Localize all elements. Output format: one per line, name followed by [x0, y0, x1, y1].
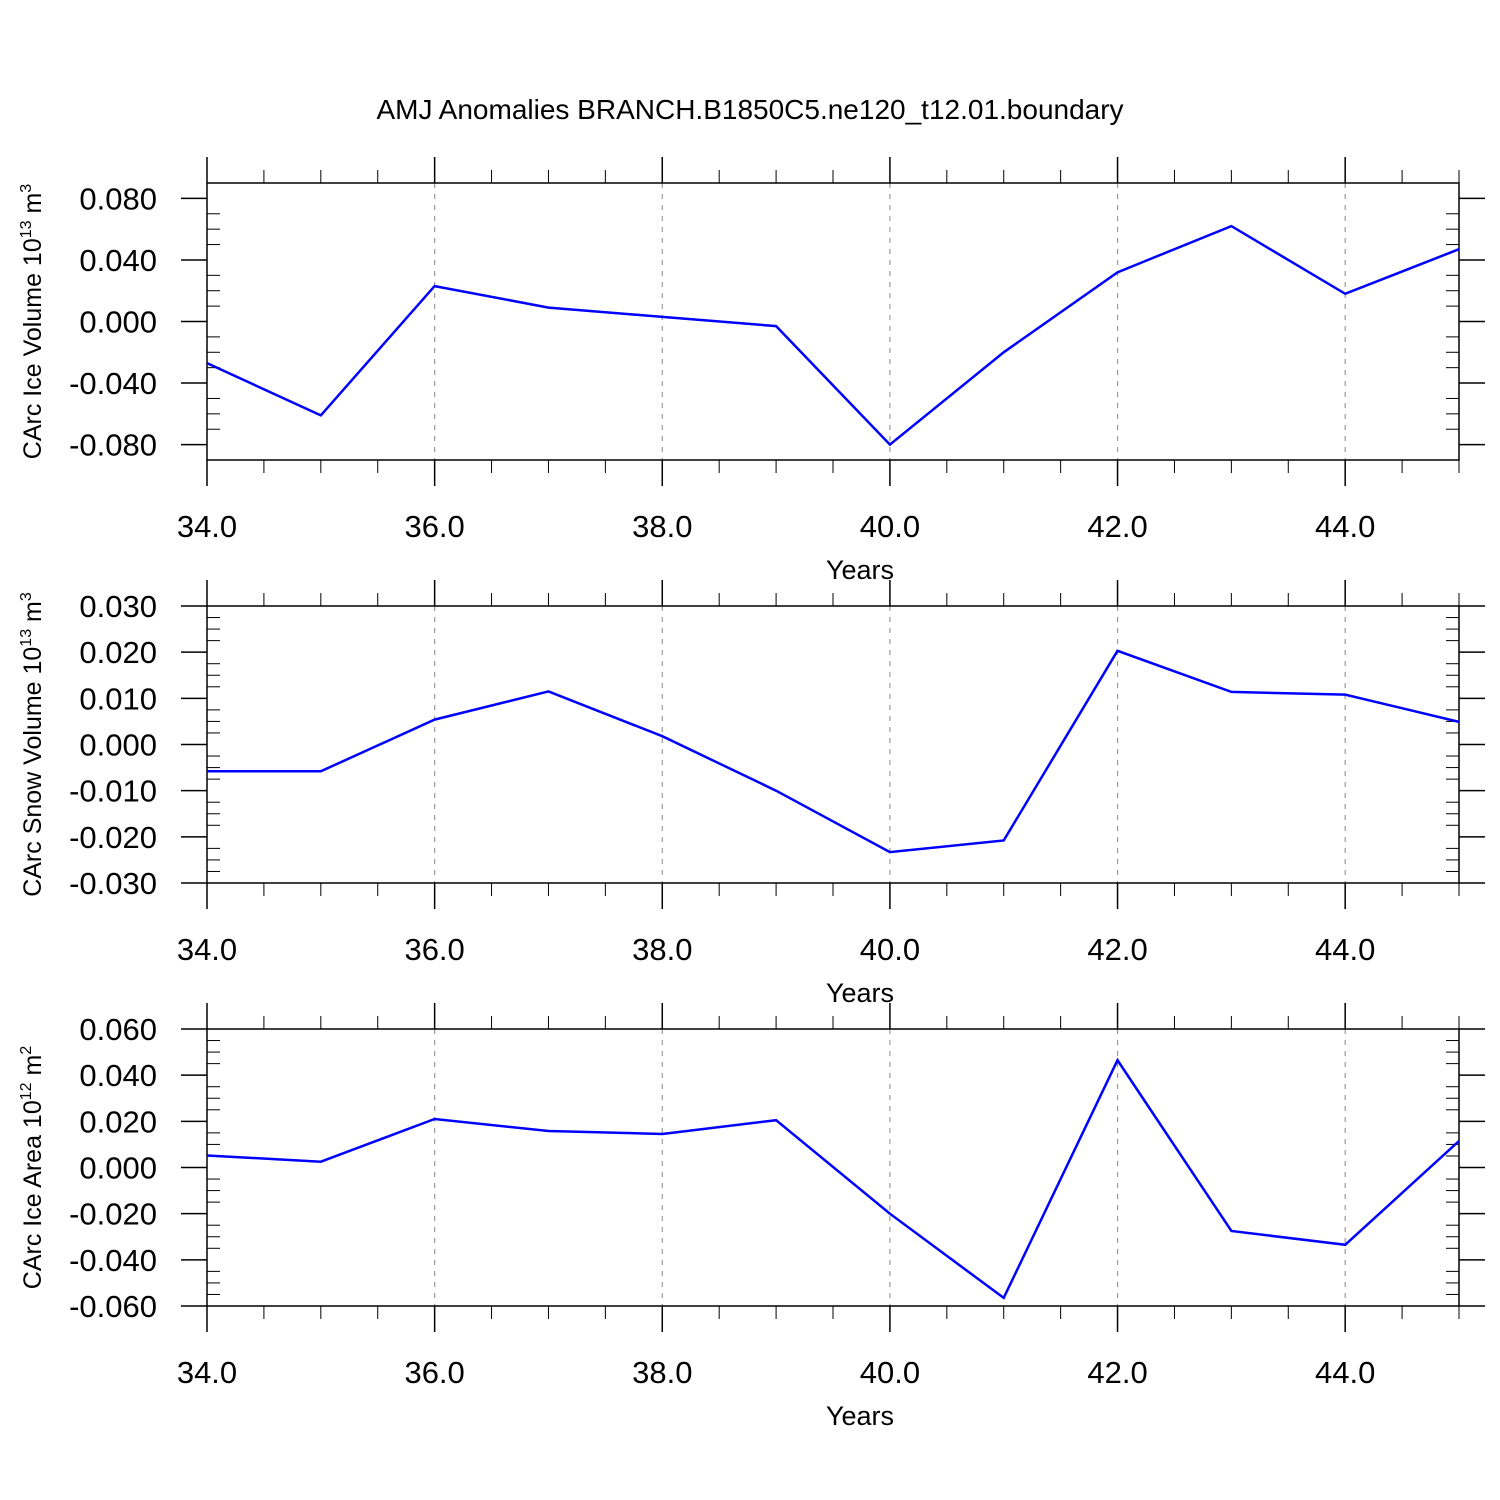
y-tick-label: 0.000 — [79, 1151, 157, 1186]
x-tick-label: 40.0 — [860, 932, 920, 967]
x-tick-label: 44.0 — [1315, 1355, 1375, 1390]
x-axis-label: Years — [826, 1401, 894, 1431]
chart-panels: 0.080 0.040 0.000 -0.040 -0.080 34.0 36.0 38.0 4… — [18, 157, 1485, 1431]
series-line — [207, 649, 1460, 854]
y-axis-label: CArc Ice Volume 1013 m3 — [18, 184, 47, 460]
y-tick-label: -0.030 — [69, 866, 157, 901]
x-axis-label: Years — [826, 978, 894, 1008]
y-tick-label: 0.080 — [79, 181, 157, 216]
x-tick-label: 36.0 — [404, 509, 464, 544]
figure-title: AMJ Anomalies BRANCH.B1850C5.ne120_t12.0… — [376, 94, 1123, 125]
y-tick-label: -0.010 — [69, 774, 157, 809]
series-line — [206, 1057, 1460, 1300]
x-tick-label: 44.0 — [1315, 509, 1375, 544]
x-tick-label: 36.0 — [404, 932, 464, 967]
y-tick-label: 0.040 — [79, 1058, 157, 1093]
y-tick-label: -0.080 — [69, 428, 157, 463]
y-tick-label: -0.020 — [69, 820, 157, 855]
x-tick-label: 38.0 — [632, 509, 692, 544]
y-tick-label: -0.020 — [69, 1197, 157, 1232]
y-axis-label: CArc Ice Area 1012 m2 — [18, 1046, 47, 1290]
y-tick-label: 0.010 — [79, 681, 157, 716]
x-tick-label: 40.0 — [860, 509, 920, 544]
y-tick-label: 0.000 — [79, 728, 157, 763]
x-tick-label: 34.0 — [177, 1355, 237, 1390]
chart-panel-1: 0.080 0.040 0.000 -0.040 -0.080 34.0 36.0 38.0 4… — [18, 157, 1485, 585]
y-tick-label: -0.040 — [69, 366, 157, 401]
y-tick-label: 0.020 — [79, 635, 157, 670]
chart-panel-3: 0.060 0.040 0.020 0.000 -0.020 -0.040 -0.060 34… — [18, 1003, 1485, 1431]
x-tick-label: 42.0 — [1087, 932, 1147, 967]
x-tick-label: 34.0 — [177, 932, 237, 967]
chart-panel-2: 0.030 0.020 0.010 0.000 -0.010 -0.020 -0.030 34… — [18, 580, 1485, 1008]
x-tick-label: 44.0 — [1315, 932, 1375, 967]
y-tick-label: 0.040 — [79, 243, 157, 278]
y-tick-label: 0.060 — [79, 1012, 157, 1047]
x-tick-label: 42.0 — [1087, 1355, 1147, 1390]
x-axis-label: Years — [826, 555, 894, 585]
y-tick-label: -0.060 — [69, 1289, 157, 1324]
x-tick-label: 40.0 — [860, 1355, 920, 1390]
y-tick-label: 0.030 — [79, 589, 157, 624]
x-tick-label: 42.0 — [1087, 509, 1147, 544]
x-tick-label: 34.0 — [177, 509, 237, 544]
x-tick-label: 38.0 — [632, 1355, 692, 1390]
plot-frame — [206, 182, 1460, 461]
x-tick-label: 38.0 — [632, 932, 692, 967]
x-tick-label: 36.0 — [404, 1355, 464, 1390]
series-line — [206, 224, 1460, 447]
y-tick-label: -0.040 — [69, 1243, 157, 1278]
y-tick-label: 0.000 — [79, 305, 157, 340]
plot-frame — [206, 605, 1460, 884]
y-tick-label: 0.020 — [79, 1104, 157, 1139]
y-axis-label: CArc Snow Volume 1013 m3 — [18, 592, 47, 897]
